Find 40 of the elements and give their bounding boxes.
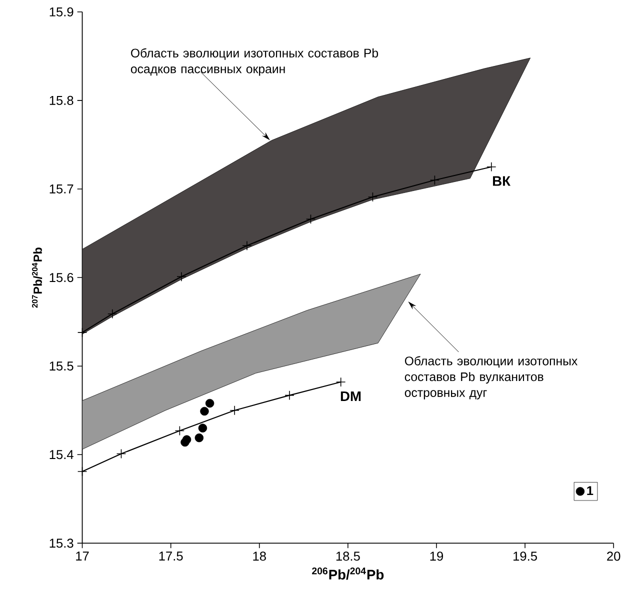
point: [176, 272, 186, 282]
point: [108, 309, 118, 319]
y-tick-label: 15.6: [50, 273, 74, 282]
series-label: DM: [340, 392, 361, 402]
y-tick-label: 15.7: [50, 184, 74, 194]
x-tick-label: 20: [607, 552, 620, 561]
x-tick-label: 19: [430, 552, 444, 561]
point: [242, 240, 252, 251]
point: [77, 328, 88, 338]
point: [198, 424, 208, 433]
y-tick-label: 15.9: [50, 7, 74, 17]
point: [205, 399, 214, 408]
y-tick-label: 15.5: [50, 362, 74, 371]
annotation: Область эволюции изотопных составов Pb вулканитов островных дуг: [404, 356, 578, 400]
point: [284, 390, 294, 400]
point: [336, 377, 346, 388]
point: [306, 214, 316, 224]
annotation: Область эволюции изотопных составов Pb осадков пассивных окраин: [130, 48, 378, 76]
point: [230, 406, 240, 416]
legend-label: 1: [587, 486, 594, 496]
y-tick-label: 15.3: [50, 538, 74, 548]
y-tick-label: 15.4: [50, 450, 74, 460]
point: [182, 435, 192, 444]
point: [116, 449, 126, 459]
point: [430, 175, 440, 186]
point: [200, 407, 209, 416]
point: [368, 192, 378, 202]
point: [77, 466, 88, 476]
x-tick-label: 18.5: [336, 552, 360, 561]
point: [174, 426, 185, 436]
x-axis-title: $^{206}$Pb/$^{204}$Pb: [312, 568, 384, 580]
point: [194, 434, 204, 442]
x-tick-label: 19.5: [514, 552, 537, 561]
x-tick-label: 18: [253, 552, 266, 561]
x-tick-label: 17.5: [159, 552, 183, 561]
point: [486, 162, 496, 172]
x-tick-label: 17: [76, 552, 89, 561]
series-label: ВК: [493, 176, 511, 186]
y-axis-title: $^{207}$Pb/$^{204}$Pb: [32, 248, 42, 308]
y-tick-label: 15.8: [50, 96, 74, 106]
